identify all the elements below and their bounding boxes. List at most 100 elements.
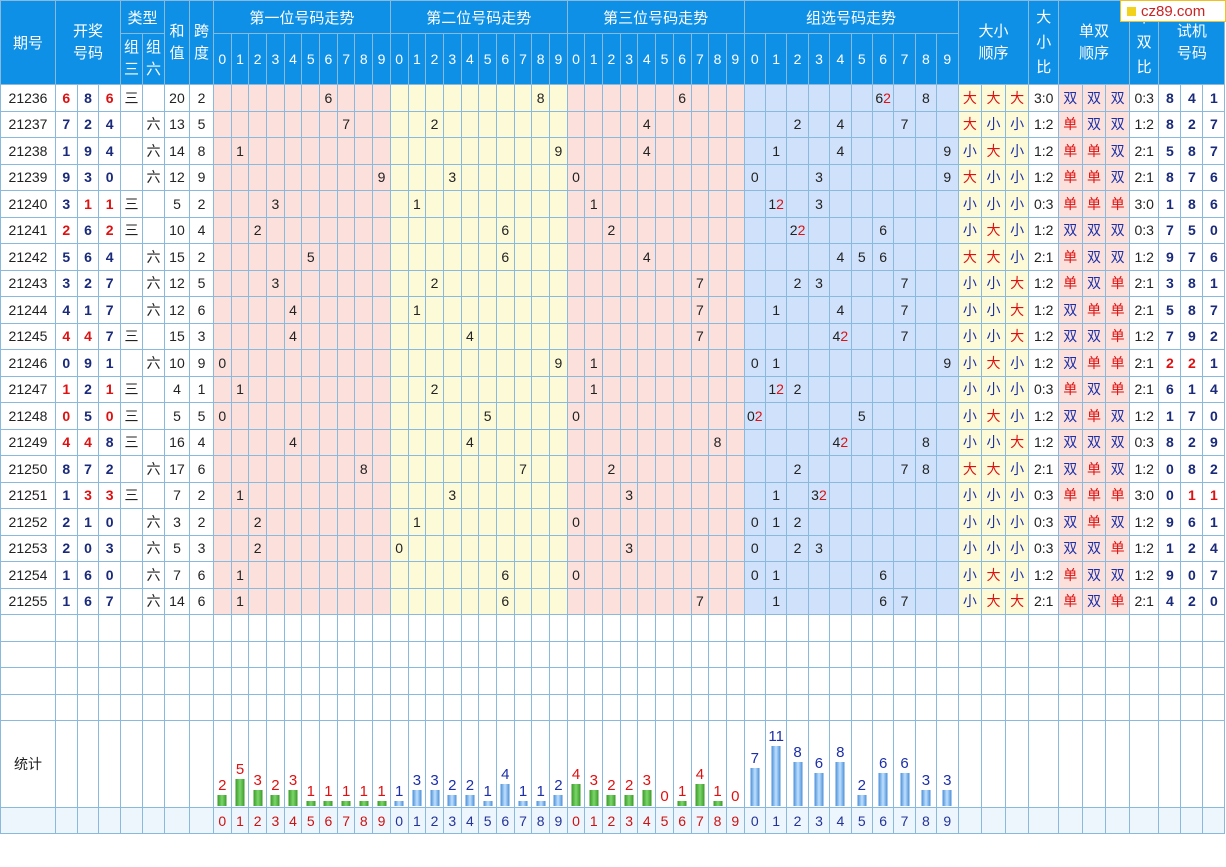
group-trend-cell: 3 [807, 534, 831, 562]
stat-bar [323, 801, 333, 806]
pos3-trend-cell [708, 110, 727, 138]
pos3-trend-cell [584, 322, 604, 350]
group-trend-cell [764, 243, 788, 271]
ds-order-cell: 双 [1057, 428, 1083, 456]
group-trend-cell [850, 84, 873, 112]
pos2-trend-cell [425, 508, 444, 536]
period-cell: 21239 [0, 163, 56, 191]
group-trend-cell [850, 216, 873, 244]
pos2-trend-cell [495, 296, 515, 324]
pos1-trend-cell [283, 561, 303, 589]
trial-digit: 7 [1202, 137, 1226, 165]
pos3-trend-cell [672, 402, 692, 430]
site-logo[interactable]: cz89.com [1120, 0, 1226, 22]
group-repeat-count: 2 [776, 381, 784, 398]
pos3-trend-cell [637, 349, 657, 377]
empty-cell [230, 614, 250, 642]
trial-digit: 7 [1202, 561, 1226, 589]
group-trend-cell [936, 216, 959, 244]
pos3-trend-cell [725, 163, 745, 191]
group-trend-cell [936, 534, 959, 562]
pos1-trend-cell [283, 110, 303, 138]
pos3-trend-cell [619, 137, 639, 165]
footer-digit: 0 [743, 807, 766, 834]
ds-order-cell: 单 [1057, 481, 1083, 509]
pos2-trend-cell [407, 163, 427, 191]
pos2-trend-cell [531, 243, 551, 271]
pos3-trend-cell [584, 163, 604, 191]
group-trend-cell [914, 534, 938, 562]
group-trend-cell: 12 [764, 375, 788, 403]
table-row: 21242 5 6 4 六 15 2 5 6 4 4 5 6 大大小 2:1 单双双 1:2 9 7 6 [0, 243, 1226, 271]
period-cell: 21237 [0, 110, 56, 138]
trial-digit: 6 [1202, 163, 1226, 191]
group-trend-cell: 1 [764, 481, 788, 509]
pos3-trend-cell [672, 455, 692, 483]
group-trend-cell [786, 322, 809, 350]
empty-cell [549, 640, 568, 668]
empty-cell [266, 667, 285, 695]
stat-value: 2 [465, 777, 475, 794]
pos1-trend-cell [354, 84, 374, 112]
pos3-trend-cell [619, 402, 639, 430]
stat-bar-cell: 2 [850, 720, 873, 808]
trial-digit: 2 [1180, 587, 1204, 615]
pos2-trend-cell [549, 481, 568, 509]
empty-cell [619, 667, 639, 695]
footer-digit: 7 [513, 807, 533, 834]
pos3-trend-cell [637, 587, 657, 615]
pos2-trend-cell [389, 269, 409, 297]
group-trend-cell [936, 243, 959, 271]
pos2-trend-cell [407, 110, 427, 138]
type-g3-cell: 三 [119, 375, 143, 403]
ds-order-cell: 双 [1081, 269, 1107, 297]
pos3-trend-cell [619, 375, 639, 403]
table-row: 21240 3 1 1 三 5 2 3 1 1 12 3 小小小 0:3 单单单 3:0 1 8 6 [0, 190, 1226, 218]
pos1-trend-cell [283, 243, 303, 271]
stat-value: 6 [814, 755, 824, 772]
empty-cell [495, 693, 515, 721]
empty-cell [460, 640, 480, 668]
stat-value: 1 [359, 783, 368, 800]
stat-bar-cell: 4 [566, 720, 586, 808]
group-repeat-count: 2 [883, 89, 891, 106]
pos1-trend-cell [354, 190, 374, 218]
pos3-trend-cell [602, 322, 621, 350]
stat-value: 2 [271, 777, 280, 794]
empty-cell [283, 640, 303, 668]
pos1-trend-cell [336, 243, 356, 271]
empty-cell [319, 614, 338, 642]
empty-cell [301, 640, 321, 668]
group-trend-cell: 4 [829, 296, 852, 324]
period-cell: 21241 [0, 216, 56, 244]
trial-digit: 2 [1180, 349, 1204, 377]
empty-cell [936, 614, 959, 642]
empty-cell [1004, 807, 1030, 834]
pos2-trend-cell: 3 [442, 163, 462, 191]
group-trend-cell [936, 269, 959, 297]
empty-cell [230, 693, 250, 721]
group-trend-cell [807, 587, 831, 615]
empty-cell [725, 693, 745, 721]
pos3-trend-cell [566, 84, 586, 112]
dx-order-cell: 小 [957, 296, 983, 324]
pos3-trend-cell: 7 [690, 587, 710, 615]
pos3-trend-cell [708, 587, 727, 615]
span-cell: 8 [188, 137, 214, 165]
pos2-trend-cell [513, 349, 533, 377]
empty-cell [981, 667, 1006, 695]
pos2-trend-cell [478, 216, 497, 244]
stat-value: 1 [306, 783, 315, 800]
group-trend-cell: 6 [871, 561, 895, 589]
group-trend-cell [871, 190, 895, 218]
group-trend-cell [786, 428, 809, 456]
footer-digit: 5 [655, 807, 674, 834]
pos2-trend-cell [407, 216, 427, 244]
group-trend-cell: 7 [893, 110, 916, 138]
span-cell: 5 [188, 269, 214, 297]
pos2-trend-cell [389, 216, 409, 244]
pos1-trend-cell [354, 269, 374, 297]
ds-ratio-cell: 1:2 [1128, 455, 1160, 483]
pos3-trend-cell [637, 534, 657, 562]
stat-bar-cell: 5 [230, 720, 250, 808]
